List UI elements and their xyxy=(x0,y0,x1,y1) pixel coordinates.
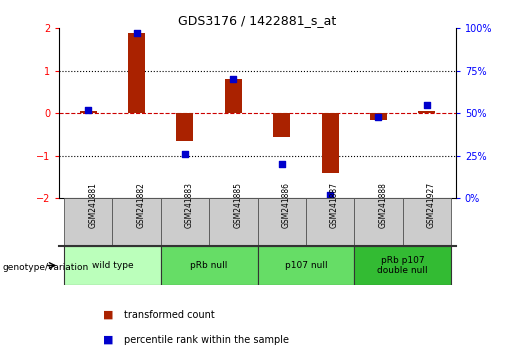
Text: ■: ■ xyxy=(103,310,113,320)
FancyBboxPatch shape xyxy=(306,198,354,246)
Text: GSM241885: GSM241885 xyxy=(233,182,243,228)
FancyBboxPatch shape xyxy=(403,198,451,246)
FancyBboxPatch shape xyxy=(64,246,161,285)
FancyBboxPatch shape xyxy=(161,198,209,246)
Point xyxy=(326,192,334,198)
Text: genotype/variation: genotype/variation xyxy=(3,263,89,272)
Bar xyxy=(370,113,387,120)
Text: GSM241887: GSM241887 xyxy=(330,182,339,228)
Text: percentile rank within the sample: percentile rank within the sample xyxy=(124,335,288,345)
FancyBboxPatch shape xyxy=(354,198,403,246)
Bar xyxy=(418,111,435,113)
Bar xyxy=(128,33,145,113)
Text: GSM241881: GSM241881 xyxy=(88,182,97,228)
Text: GSM241927: GSM241927 xyxy=(427,182,436,228)
Text: GSM241886: GSM241886 xyxy=(282,182,290,228)
FancyBboxPatch shape xyxy=(258,246,354,285)
Text: GSM241882: GSM241882 xyxy=(136,182,146,228)
Text: pRb p107
double null: pRb p107 double null xyxy=(377,256,428,275)
FancyBboxPatch shape xyxy=(64,198,112,246)
Text: ■: ■ xyxy=(103,335,113,345)
FancyBboxPatch shape xyxy=(209,198,258,246)
Point xyxy=(181,151,189,157)
Point xyxy=(132,30,141,36)
Bar xyxy=(177,113,194,141)
Point xyxy=(278,161,286,167)
Bar xyxy=(80,111,97,113)
Point xyxy=(229,76,237,82)
Text: wild type: wild type xyxy=(92,261,133,270)
Point xyxy=(374,114,383,120)
Text: GSM241883: GSM241883 xyxy=(185,182,194,228)
FancyBboxPatch shape xyxy=(161,246,258,285)
Text: pRb null: pRb null xyxy=(191,261,228,270)
Bar xyxy=(225,79,242,113)
FancyBboxPatch shape xyxy=(354,246,451,285)
Point xyxy=(84,107,92,113)
Bar xyxy=(321,113,338,173)
Text: GSM241888: GSM241888 xyxy=(379,182,387,228)
Text: p107 null: p107 null xyxy=(285,261,327,270)
FancyBboxPatch shape xyxy=(258,198,306,246)
FancyBboxPatch shape xyxy=(112,198,161,246)
Point xyxy=(423,102,431,108)
Title: GDS3176 / 1422881_s_at: GDS3176 / 1422881_s_at xyxy=(178,14,337,27)
Text: transformed count: transformed count xyxy=(124,310,214,320)
Bar xyxy=(273,113,290,137)
